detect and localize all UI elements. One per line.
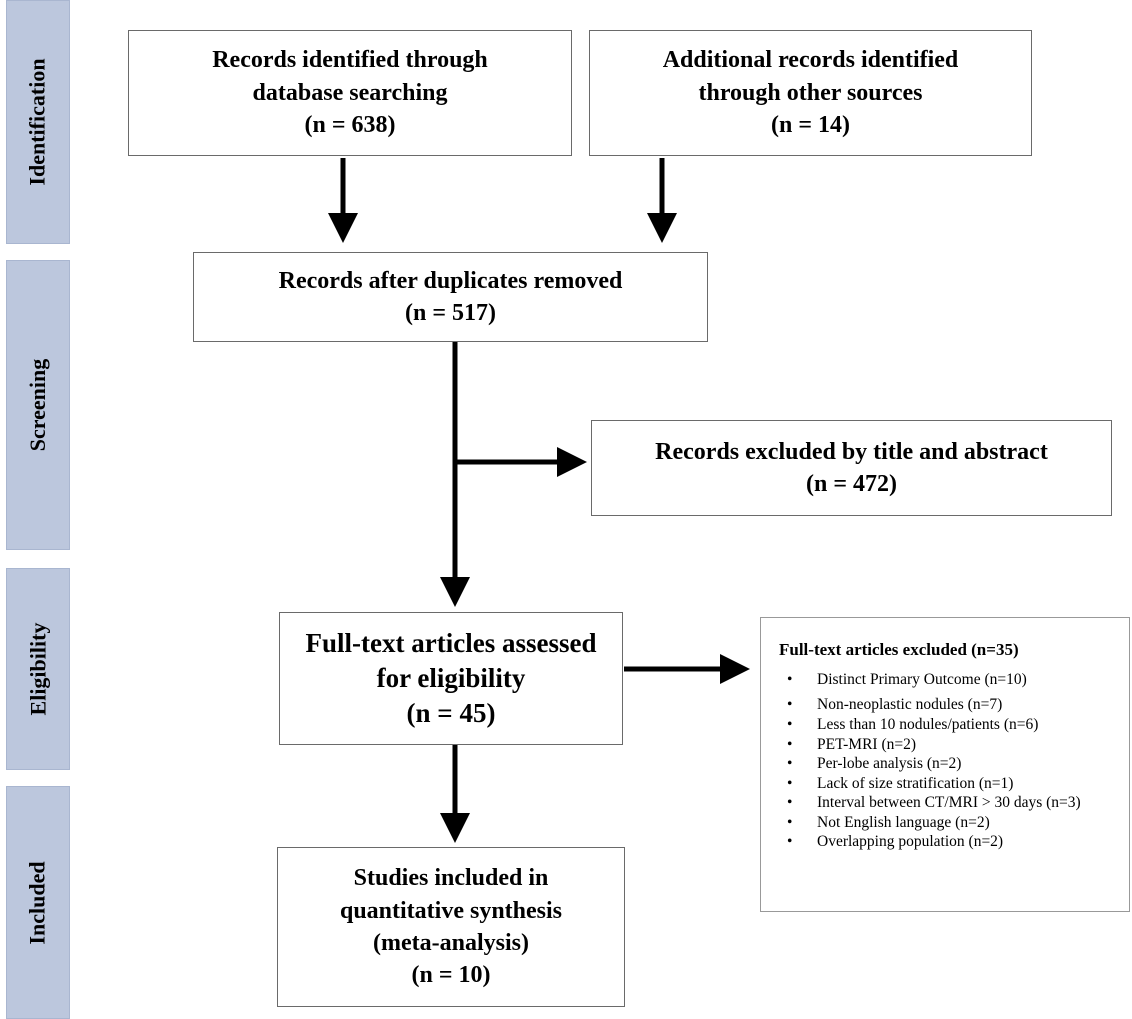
box-database-count: (n = 638) bbox=[304, 112, 396, 139]
exclusion-reason: Less than 10 nodules/patients (n=6) bbox=[779, 715, 1115, 735]
box-other-line2: through other sources bbox=[698, 79, 923, 106]
box-other-count: (n = 14) bbox=[770, 112, 850, 139]
box-excluded-line1: Records excluded by title and abstract bbox=[655, 438, 1048, 465]
phase-screening: Screening bbox=[6, 260, 70, 550]
phase-identification: Identification bbox=[6, 0, 70, 244]
box-included-studies: Studies included in quantitative synthes… bbox=[277, 847, 625, 1007]
box-duplicates-count: (n = 517) bbox=[404, 300, 496, 326]
exclusion-reason: Distinct Primary Outcome (n=10) bbox=[779, 670, 1115, 690]
full-text-excluded-title: Full-text articles excluded (n=35) bbox=[779, 640, 1019, 659]
exclusion-reason: Non-neoplastic nodules (n=7) bbox=[779, 695, 1115, 715]
box-included-line2: quantitative synthesis bbox=[339, 897, 563, 924]
exclusion-reasons-list: Distinct Primary Outcome (n=10) Non-neop… bbox=[779, 670, 1115, 852]
box-excluded-title-abstract: Records excluded by title and abstract (… bbox=[591, 420, 1112, 516]
box-duplicates-removed: Records after duplicates removed (n = 51… bbox=[193, 252, 708, 342]
box-other-line1: Additional records identified bbox=[662, 47, 959, 74]
exclusion-reason: Not English language (n=2) bbox=[779, 813, 1115, 833]
exclusion-reason: Lack of size stratification (n=1) bbox=[779, 774, 1115, 794]
box-excluded-count: (n = 472) bbox=[805, 471, 897, 497]
box-included-line3: (meta-analysis) bbox=[373, 930, 529, 956]
box-database-line1: Records identified through bbox=[212, 47, 488, 74]
box-included-count: (n = 10) bbox=[411, 962, 491, 989]
exclusion-reason: PET-MRI (n=2) bbox=[779, 735, 1115, 755]
phase-included: Included bbox=[6, 786, 70, 1019]
box-database-records: Records identified through database sear… bbox=[128, 30, 572, 156]
box-included-line1: Studies included in bbox=[353, 865, 549, 892]
box-full-text-assessed: Full-text articles assessed for eligibil… bbox=[279, 612, 623, 745]
box-database-line2: database searching bbox=[252, 79, 448, 106]
box-duplicates-line1: Records after duplicates removed bbox=[278, 267, 623, 294]
phase-eligibility: Eligibility bbox=[6, 568, 70, 770]
exclusion-reason: Interval between CT/MRI > 30 days (n=3) bbox=[779, 793, 1115, 813]
box-fulltext-line2: for eligibility bbox=[376, 662, 526, 693]
exclusion-reason: Per-lobe analysis (n=2) bbox=[779, 754, 1115, 774]
box-fulltext-count: (n = 45) bbox=[406, 698, 496, 729]
box-fulltext-line1: Full-text articles assessed bbox=[305, 627, 597, 658]
box-other-sources: Additional records identified through ot… bbox=[589, 30, 1032, 156]
box-full-text-excluded: Full-text articles excluded (n=35) Disti… bbox=[760, 617, 1130, 912]
exclusion-reason: Overlapping population (n=2) bbox=[779, 832, 1115, 852]
